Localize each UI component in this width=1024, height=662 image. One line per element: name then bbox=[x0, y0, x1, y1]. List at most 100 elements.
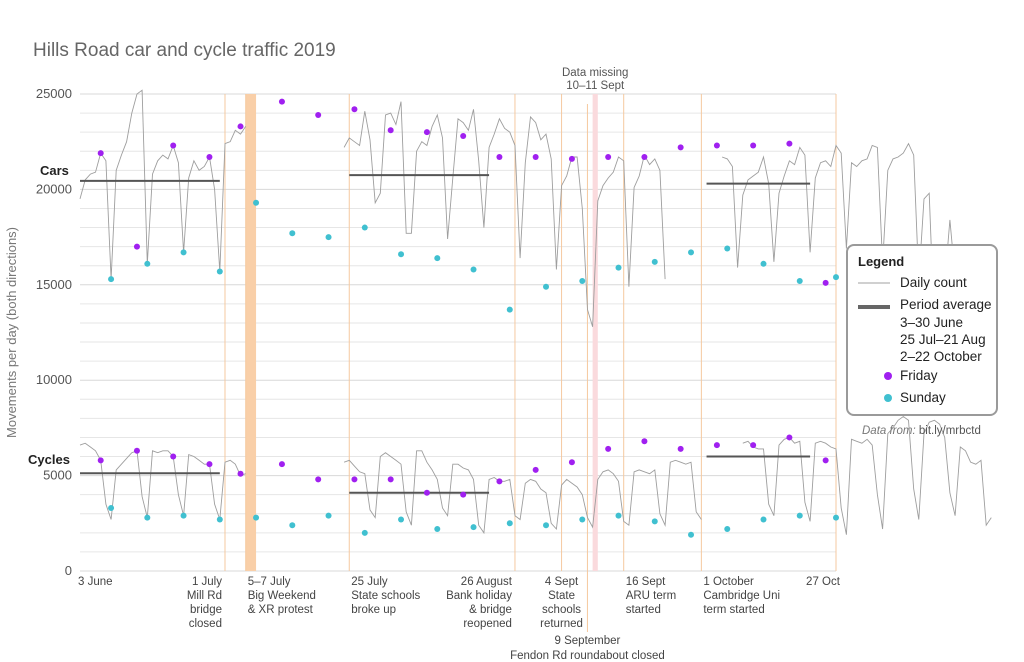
cycles-friday-point bbox=[237, 470, 244, 477]
event-label: 25 July bbox=[351, 576, 388, 588]
cars-sunday-point bbox=[651, 258, 658, 265]
cycles-sunday-point bbox=[688, 531, 695, 538]
data-credit: Data from: bit.ly/mrbctd bbox=[862, 425, 981, 437]
cars-sunday-point bbox=[398, 251, 405, 258]
event-label: 5–7 July bbox=[248, 576, 291, 588]
legend-average-period: 2–22 October bbox=[900, 349, 982, 364]
cycles-friday-point bbox=[460, 491, 467, 498]
cycles-sunday-point bbox=[506, 520, 513, 527]
event-label: Mill Rd bbox=[187, 590, 222, 602]
cycles-friday-point bbox=[387, 476, 394, 483]
y-tick-label: 5000 bbox=[43, 468, 72, 483]
cycles-sunday-point bbox=[325, 512, 332, 519]
cars-friday-point bbox=[97, 150, 104, 157]
cycles-sunday-point bbox=[579, 516, 586, 523]
cycles-sunday-point bbox=[543, 522, 550, 529]
cars-friday-point bbox=[351, 106, 358, 113]
cycles-friday-point bbox=[423, 489, 430, 496]
cars-sunday-point bbox=[361, 224, 368, 231]
event-label: & XR protest bbox=[248, 604, 314, 616]
cars-friday-point bbox=[496, 153, 503, 160]
cycles-sunday-point bbox=[398, 516, 405, 523]
event-label: Bank holiday bbox=[446, 590, 512, 602]
credit-link[interactable]: bit.ly/mrbctd bbox=[918, 425, 981, 437]
event-label: 16 Sept bbox=[626, 576, 666, 588]
cars-friday-point bbox=[460, 132, 467, 139]
cycles-sunday-point bbox=[289, 522, 296, 529]
cycles-friday-point bbox=[786, 434, 793, 441]
cars-friday-point bbox=[170, 142, 177, 149]
missing-data-label: 10–11 Sept bbox=[566, 80, 625, 92]
big-weekend-band bbox=[245, 94, 257, 571]
legend-daily-label: Daily count bbox=[900, 275, 967, 290]
cars-sunday-point bbox=[253, 199, 260, 206]
missing-data-label: Data missing bbox=[562, 67, 628, 79]
event-label: ARU term bbox=[626, 590, 676, 602]
missing-data-band bbox=[592, 94, 598, 571]
cars-daily-line bbox=[79, 89, 956, 330]
cars-sunday-point bbox=[688, 249, 695, 256]
cars-sunday-point bbox=[180, 249, 187, 256]
cars-sunday-point bbox=[216, 268, 223, 275]
legend-average-period: 25 Jul–21 Aug bbox=[900, 332, 986, 347]
cycles-sunday-point bbox=[361, 529, 368, 536]
cars-friday-point bbox=[822, 279, 829, 286]
cycles-sunday-point bbox=[144, 514, 151, 521]
cycles-friday-point bbox=[315, 476, 322, 483]
event-label: 1 July bbox=[192, 576, 222, 588]
cars-sunday-point bbox=[506, 306, 513, 313]
cars-sunday-point bbox=[615, 264, 622, 271]
daily-count-swatch bbox=[858, 282, 890, 284]
cars-friday-point bbox=[568, 155, 575, 162]
cars-sunday-point bbox=[289, 230, 296, 237]
event-label: & bridge bbox=[469, 604, 512, 616]
cycles-sunday-point bbox=[253, 514, 260, 521]
event-label: 27 Oct bbox=[806, 576, 841, 588]
cars-friday-point bbox=[786, 140, 793, 147]
cycles-sunday-point bbox=[833, 514, 839, 521]
event-label: State schools bbox=[351, 590, 420, 602]
cars-friday-point bbox=[423, 129, 430, 136]
event-label: Fendon Rd roundabout closed bbox=[510, 650, 665, 662]
cycles-friday-point bbox=[170, 453, 177, 460]
cycles-sunday-point bbox=[180, 512, 187, 519]
cycles-friday-point bbox=[97, 457, 104, 464]
event-label: schools bbox=[542, 604, 581, 616]
cycles-friday-point bbox=[677, 445, 684, 452]
chart-title: Hills Road car and cycle traffic 2019 bbox=[33, 40, 336, 61]
sunday-dot-icon bbox=[884, 394, 892, 402]
credit-prefix: Data from: bbox=[862, 425, 916, 437]
cycles-friday-point bbox=[713, 442, 720, 449]
cycles-sunday-point bbox=[434, 526, 441, 533]
event-label: Big Weekend bbox=[248, 590, 316, 602]
event-label: reopened bbox=[463, 618, 512, 630]
cycles-sunday-point bbox=[108, 505, 115, 512]
cars-friday-point bbox=[605, 153, 612, 160]
event-label: 1 October bbox=[703, 576, 754, 588]
cars-friday-point bbox=[387, 127, 394, 134]
cycles-friday-point bbox=[206, 461, 213, 468]
cars-friday-point bbox=[677, 144, 684, 151]
cycles-friday-point bbox=[351, 476, 358, 483]
cycles-sunday-point bbox=[651, 518, 658, 525]
cars-friday-point bbox=[206, 153, 213, 160]
cars-sunday-point bbox=[543, 283, 550, 290]
cycles-sunday-point bbox=[615, 512, 622, 519]
y-tick-label: 10000 bbox=[36, 372, 72, 387]
cars-friday-point bbox=[713, 142, 720, 149]
event-label: 3 June bbox=[78, 576, 113, 588]
cars-friday-point bbox=[133, 243, 140, 250]
cycles-friday-point bbox=[605, 445, 612, 452]
cars-sunday-point bbox=[434, 255, 441, 262]
legend-sunday-label: Sunday bbox=[900, 390, 946, 405]
event-label: term started bbox=[703, 604, 764, 616]
cycles-friday-point bbox=[496, 478, 503, 485]
cycles-sunday-point bbox=[760, 516, 767, 523]
event-label: started bbox=[626, 604, 661, 616]
cycles-sunday-point bbox=[796, 512, 803, 519]
cycles-friday-point bbox=[822, 457, 829, 464]
cars-sunday-point bbox=[470, 266, 477, 273]
cars-sunday-point bbox=[579, 277, 586, 284]
cars-friday-point bbox=[315, 111, 322, 118]
